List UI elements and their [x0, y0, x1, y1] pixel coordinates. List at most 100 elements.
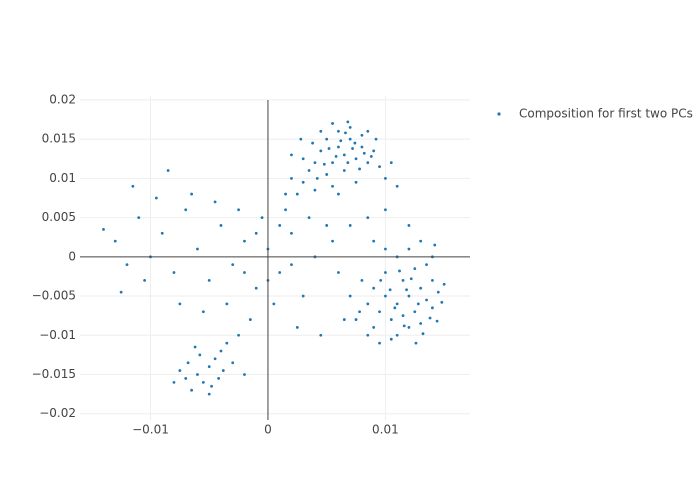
- point: [401, 314, 405, 318]
- point: [351, 147, 354, 150]
- point: [331, 122, 334, 125]
- point: [407, 294, 411, 298]
- point: [407, 247, 411, 251]
- point: [225, 341, 229, 345]
- point: [331, 239, 334, 243]
- point: [416, 302, 420, 306]
- point: [346, 161, 350, 165]
- point: [248, 318, 252, 321]
- point: [311, 141, 314, 145]
- point: [178, 369, 182, 372]
- point: [366, 216, 370, 219]
- y-tick-label: −0.005: [32, 289, 76, 303]
- y-tick-label: 0.02: [49, 92, 76, 106]
- point: [405, 288, 408, 292]
- point: [389, 337, 393, 341]
- point: [284, 208, 287, 212]
- point: [313, 161, 317, 165]
- point: [344, 131, 347, 135]
- point: [260, 216, 264, 219]
- point: [354, 180, 358, 184]
- point: [201, 380, 205, 384]
- point: [290, 153, 293, 157]
- point: [272, 302, 276, 306]
- point: [284, 192, 287, 196]
- point: [166, 169, 170, 172]
- point: [307, 216, 311, 219]
- point: [440, 300, 444, 304]
- point: [378, 341, 381, 345]
- point: [384, 208, 387, 212]
- point: [319, 333, 323, 337]
- y-tick-label: 0: [68, 249, 76, 263]
- point: [225, 302, 229, 306]
- point: [172, 380, 176, 384]
- point: [337, 192, 340, 196]
- point: [184, 377, 188, 380]
- point: [254, 286, 258, 290]
- point: [207, 392, 211, 396]
- y-tick-label: 0.01: [49, 171, 76, 185]
- point: [231, 263, 235, 267]
- point: [413, 310, 417, 314]
- point: [384, 294, 387, 298]
- point: [331, 184, 334, 188]
- point: [231, 361, 235, 365]
- point: [366, 333, 370, 337]
- point: [119, 290, 123, 294]
- point: [419, 239, 423, 243]
- point: [419, 286, 423, 290]
- point: [237, 333, 240, 337]
- point: [354, 318, 358, 321]
- point: [207, 278, 211, 282]
- point: [378, 310, 381, 314]
- point: [374, 137, 378, 141]
- point: [348, 125, 352, 129]
- point: [425, 298, 428, 302]
- point: [393, 306, 397, 310]
- point: [213, 200, 217, 204]
- point: [201, 310, 205, 314]
- point: [395, 184, 399, 188]
- x-tick-label: −0.01: [132, 423, 169, 437]
- point: [384, 271, 387, 274]
- point: [113, 239, 117, 243]
- point: [301, 180, 305, 184]
- point: [395, 333, 399, 337]
- point: [143, 278, 147, 282]
- point: [398, 269, 401, 273]
- point: [358, 310, 361, 314]
- point: [290, 263, 293, 267]
- x-tick-label: 0: [264, 423, 272, 437]
- point: [237, 208, 240, 212]
- point: [346, 120, 350, 124]
- point: [322, 162, 326, 166]
- point: [372, 286, 376, 290]
- point: [334, 155, 338, 158]
- point: [379, 278, 383, 282]
- point: [360, 133, 364, 137]
- point: [348, 294, 352, 298]
- point: [431, 306, 434, 310]
- point: [190, 192, 193, 196]
- point: [337, 145, 340, 149]
- point: [384, 176, 387, 180]
- point: [295, 326, 299, 329]
- point: [342, 318, 346, 321]
- point: [421, 332, 425, 336]
- point: [360, 278, 364, 282]
- point: [301, 157, 305, 161]
- point: [436, 290, 440, 294]
- point: [401, 278, 405, 282]
- point: [307, 169, 311, 172]
- point: [409, 277, 413, 281]
- point: [154, 196, 158, 200]
- point: [331, 161, 334, 165]
- point: [278, 224, 282, 227]
- legend-marker: [497, 112, 501, 116]
- point: [433, 243, 437, 247]
- point: [315, 176, 319, 180]
- point: [337, 129, 340, 133]
- x-tick-label: 0.01: [372, 423, 399, 437]
- point: [299, 137, 303, 141]
